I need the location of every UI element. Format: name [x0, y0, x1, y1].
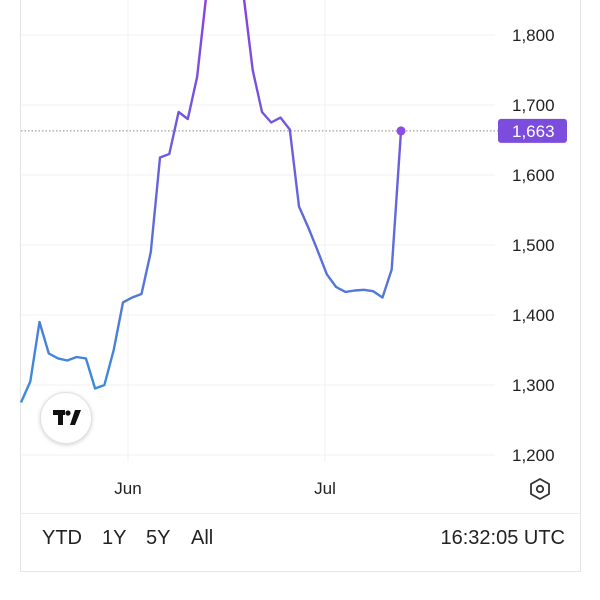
y-tick-label: 1,700	[512, 96, 555, 115]
last-value-label: 1,663	[512, 122, 555, 141]
y-tick-label: 1,400	[512, 306, 555, 325]
tradingview-logo-glyph	[53, 410, 81, 425]
y-tick-label: 1,200	[512, 446, 555, 465]
x-tick-label: Jun	[114, 479, 141, 498]
y-tick-label: 1,600	[512, 166, 555, 185]
last-value-marker	[396, 126, 406, 136]
x-axis: Jun Jul	[114, 479, 336, 498]
divider	[20, 513, 581, 514]
tradingview-logo-icon[interactable]	[40, 392, 92, 444]
x-tick-label: Jul	[314, 479, 336, 498]
y-tick-label: 1,300	[512, 376, 555, 395]
timestamp: 16:32:05 UTC	[440, 527, 565, 549]
range-5y-button[interactable]: 5Y	[146, 527, 171, 549]
chart-frame	[20, 0, 581, 572]
range-1y-button[interactable]: 1Y	[102, 527, 127, 549]
range-ytd-button[interactable]: YTD	[42, 527, 82, 549]
range-selector: YTD 1Y 5Y All 16:32:05 UTC	[20, 515, 581, 565]
y-tick-label: 1,800	[512, 26, 555, 45]
price-line	[19, 0, 403, 403]
chart-grid	[21, 0, 495, 462]
last-value-badge: 1,663	[498, 118, 567, 143]
range-all-button[interactable]: All	[191, 527, 214, 549]
y-tick-label: 1,500	[512, 236, 555, 255]
y-axis: 1,800 1,700 1,600 1,500 1,400 1,300 1,200	[512, 26, 555, 465]
settings-hexagon-icon[interactable]	[528, 477, 552, 501]
